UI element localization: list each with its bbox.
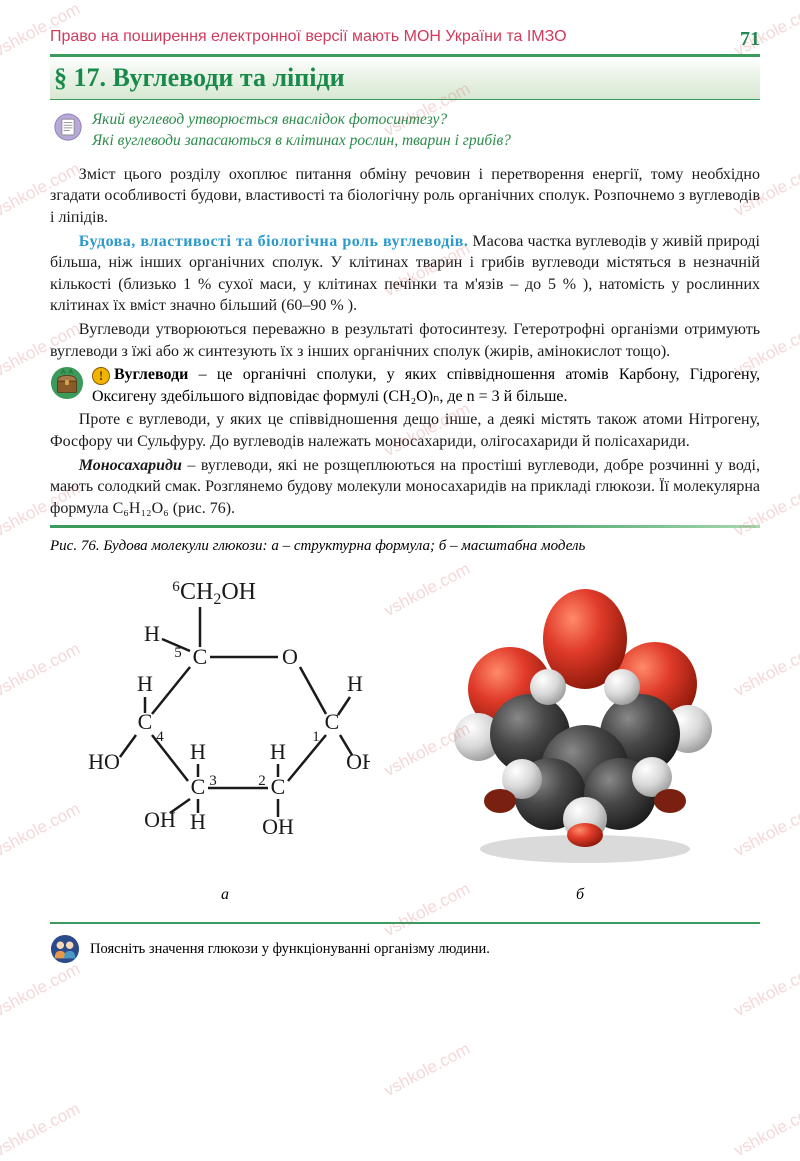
definition-text: !Вуглеводи – це органічні сполуки, у яки…	[92, 364, 760, 407]
glucose-structural-formula: CH2OH 6 C 5 O C 1 C 2 C 3	[80, 569, 370, 869]
section-title-text: Вуглеводи та ліпіди	[113, 63, 345, 92]
svg-text:H: H	[190, 739, 206, 764]
svg-text:C: C	[271, 774, 286, 799]
figures-row: CH2OH 6 C 5 O C 1 C 2 C 3	[50, 569, 760, 904]
glucose-3d-model	[430, 569, 730, 869]
figure-a-structural: CH2OH 6 C 5 O C 1 C 2 C 3	[80, 569, 370, 904]
task-block: Поясніть значення глюкози у функціонуван…	[50, 922, 760, 964]
people-icon	[50, 934, 80, 964]
figure-caption-b: – масштабна модель	[446, 538, 585, 554]
figure-b-label: б	[430, 886, 730, 904]
section-number: § 17.	[54, 63, 106, 92]
svg-text:C: C	[193, 644, 208, 669]
copyright-header: Право на поширення електронної версії ма…	[50, 28, 760, 46]
figure-b-model: б	[430, 569, 730, 904]
subsection-lead: Будова, властивості та біологічна роль в…	[79, 233, 469, 250]
svg-text:OH: OH	[262, 814, 294, 839]
svg-text:O: O	[282, 644, 298, 669]
paragraph-5: Моносахариди – вуглеводи, які не розщепл…	[50, 455, 760, 520]
figure-caption: Рис. 76. Будова молекули глюкози: а – ст…	[50, 538, 760, 555]
watermark: vshkole.com	[731, 1099, 800, 1161]
svg-text:2: 2	[258, 773, 266, 789]
paragraph-1: Зміст цього розділу охоплює питання обмі…	[50, 164, 760, 229]
svg-text:C: C	[325, 709, 340, 734]
task-text: Поясніть значення глюкози у функціонуван…	[90, 941, 490, 958]
svg-text:H: H	[270, 739, 286, 764]
figure-caption-a-label: а	[271, 538, 279, 554]
definition-block: !Вуглеводи – це органічні сполуки, у яки…	[50, 364, 760, 407]
intro-questions: Який вуглевод утворюється внаслідок фото…	[50, 110, 760, 152]
svg-text:H: H	[144, 621, 160, 646]
figure-caption-a: – структурна формула;	[279, 538, 439, 554]
paragraph-4: Проте є вуглеводи, у яких це співвідноше…	[50, 409, 760, 452]
page-number: 71	[740, 28, 760, 51]
section-title: § 17. Вуглеводи та ліпіди	[50, 63, 760, 93]
watermark: vshkole.com	[381, 1039, 474, 1101]
section-header: § 17. Вуглеводи та ліпіди	[50, 54, 760, 100]
section-divider	[50, 525, 760, 528]
definition-term: Вуглеводи	[114, 366, 188, 383]
question-1: Який вуглевод утворюється внаслідок фото…	[92, 110, 511, 131]
monosaccharide-term: Моносахариди	[79, 457, 182, 474]
paragraph-3: Вуглеводи утворюються переважно в резуль…	[50, 319, 760, 362]
question-2: Які вуглеводи запасаються в клітинах рос…	[92, 131, 511, 152]
svg-text:H: H	[347, 671, 363, 696]
definition-body: – це органічні сполуки, у яких співвідно…	[92, 366, 760, 405]
svg-text:C: C	[191, 774, 206, 799]
chest-icon	[50, 366, 84, 400]
svg-text:H: H	[137, 671, 153, 696]
svg-text:3: 3	[209, 773, 217, 789]
svg-text:HO: HO	[88, 749, 120, 774]
paragraph-2: Будова, властивості та біологічна роль в…	[50, 231, 760, 317]
figure-a-label: а	[80, 886, 370, 904]
exclaim-icon: !	[92, 367, 110, 385]
svg-text:6: 6	[172, 579, 180, 595]
svg-text:CH2OH: CH2OH	[180, 579, 256, 608]
figure-caption-main: Будова молекули глюкози:	[100, 538, 272, 554]
note-icon	[54, 112, 82, 142]
watermark: vshkole.com	[0, 1099, 84, 1161]
figure-label: Рис. 76.	[50, 538, 100, 554]
